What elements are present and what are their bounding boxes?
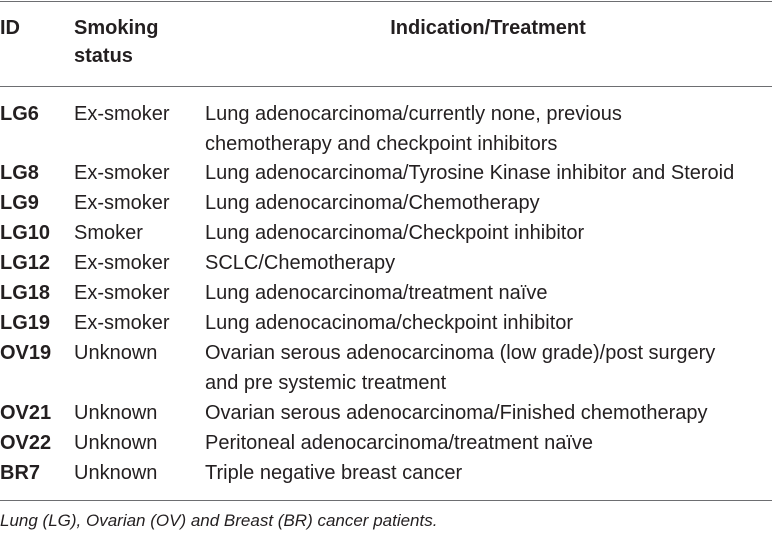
cell-smoking: Ex-smoker: [74, 252, 170, 274]
table-header-rule: [0, 86, 772, 87]
cell-smoking: Unknown: [74, 432, 158, 454]
cell-smoking: Ex-smoker: [74, 162, 170, 184]
cell-indication-line2: chemotherapy and checkpoint inhibitors: [205, 133, 558, 155]
cell-id: OV21: [0, 402, 52, 424]
table-top-rule: [0, 1, 772, 2]
cell-indication: Lung adenocarcinoma/Checkpoint inhibitor: [205, 222, 585, 244]
cell-indication: Lung adenocarcinoma/treatment naïve: [205, 282, 548, 304]
cell-indication: Lung adenocarcinoma/Chemotherapy: [205, 192, 540, 214]
cell-indication: Triple negative breast cancer: [205, 462, 463, 484]
header-smoking-status: Smoking status: [74, 14, 194, 70]
cell-id: OV22: [0, 432, 52, 454]
cell-indication: SCLC/Chemotherapy: [205, 252, 396, 274]
cell-indication-line2: and pre systemic treatment: [205, 372, 447, 394]
header-indication-treatment: Indication/Treatment: [390, 17, 586, 39]
header-smoking-line2: status: [74, 45, 133, 67]
cell-id: BR7: [0, 462, 41, 484]
cell-id: LG8: [0, 162, 39, 184]
cell-indication: Ovarian serous adenocarcinoma (low grade…: [205, 338, 772, 398]
cell-smoking: Unknown: [74, 342, 158, 364]
cell-indication-line1: Ovarian serous adenocarcinoma (low grade…: [205, 342, 716, 364]
cell-indication: Ovarian serous adenocarcinoma/Finished c…: [205, 402, 708, 424]
cell-id: LG18: [0, 282, 51, 304]
header-id: ID: [0, 17, 20, 39]
cell-id: LG9: [0, 192, 39, 214]
cell-smoking: Ex-smoker: [74, 282, 170, 304]
cell-id: LG19: [0, 312, 51, 334]
cell-id: OV19: [0, 342, 52, 364]
cell-indication-line1: Lung adenocarcinoma/currently none, prev…: [205, 103, 622, 125]
table-bottom-rule: [0, 500, 772, 501]
cell-indication: Peritoneal adenocarcinoma/treatment naïv…: [205, 432, 594, 454]
cell-id: LG10: [0, 222, 51, 244]
cell-smoking: Ex-smoker: [74, 312, 170, 334]
cell-smoking: Unknown: [74, 402, 158, 424]
cell-id: LG6: [0, 103, 39, 125]
cell-smoking: Ex-smoker: [74, 103, 170, 125]
cell-smoking: Ex-smoker: [74, 192, 170, 214]
cell-smoking: Smoker: [74, 222, 143, 244]
header-smoking-line1: Smoking: [74, 17, 159, 39]
cell-indication: Lung adenocacinoma/checkpoint inhibitor: [205, 312, 574, 334]
cell-smoking: Unknown: [74, 462, 158, 484]
cell-indication: Lung adenocarcinoma/Tyrosine Kinase inhi…: [205, 162, 735, 184]
table-footnote: Lung (LG), Ovarian (OV) and Breast (BR) …: [0, 511, 438, 530]
cell-indication: Lung adenocarcinoma/currently none, prev…: [205, 99, 772, 159]
cell-id: LG12: [0, 252, 51, 274]
